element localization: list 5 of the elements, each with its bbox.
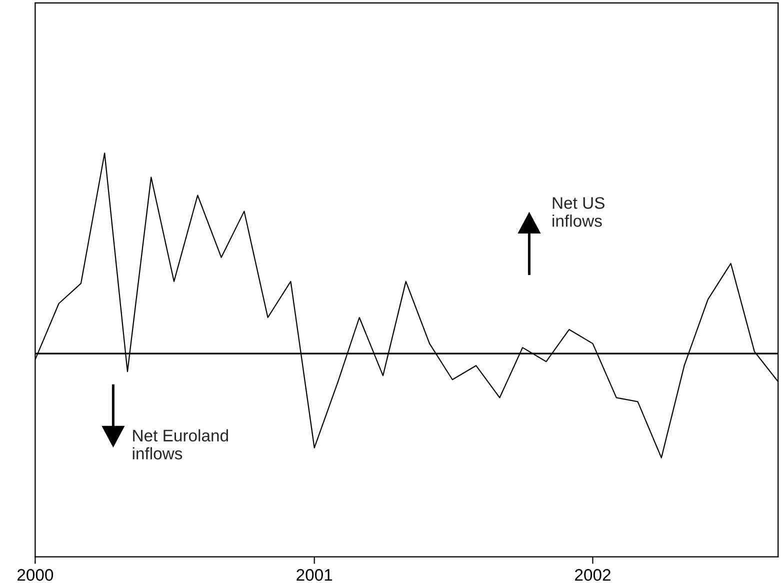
annotation: Net US inflows: [552, 197, 604, 227]
annotation: Net Euroland inflows: [132, 429, 228, 460]
x-tick-label: 2002: [575, 569, 610, 581]
x-tick-label: 2000: [17, 569, 54, 581]
x-tick-label: 2001: [296, 569, 332, 581]
